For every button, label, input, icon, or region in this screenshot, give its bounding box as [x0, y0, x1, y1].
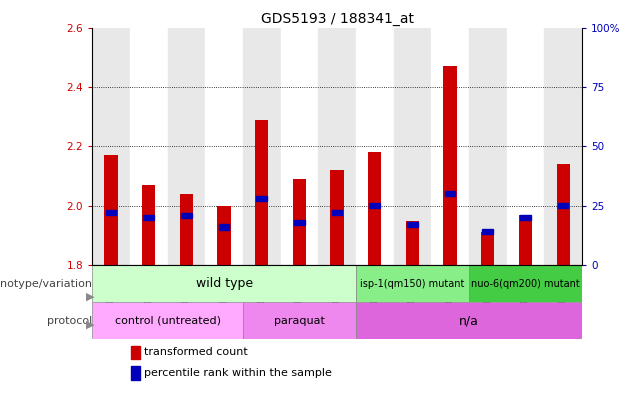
Bar: [219, 224, 230, 230]
Bar: [356, 28, 394, 265]
Bar: [469, 28, 507, 265]
Text: n/a: n/a: [459, 314, 479, 327]
Bar: [520, 215, 530, 220]
Bar: [92, 265, 356, 302]
Bar: [318, 28, 356, 265]
Bar: [181, 213, 191, 218]
Bar: [243, 28, 280, 265]
Bar: [507, 28, 544, 265]
Bar: [445, 191, 455, 196]
Bar: [294, 220, 305, 225]
Bar: [106, 210, 116, 215]
Text: nuo-6(qm200) mutant: nuo-6(qm200) mutant: [471, 279, 580, 288]
Bar: [483, 229, 493, 235]
Bar: [356, 265, 469, 302]
Bar: [256, 196, 267, 201]
Bar: [142, 185, 155, 265]
Text: transformed count: transformed count: [144, 347, 247, 358]
Bar: [104, 155, 118, 265]
Text: ▶: ▶: [86, 292, 94, 302]
Bar: [370, 203, 380, 208]
Bar: [144, 215, 154, 220]
Bar: [167, 28, 205, 265]
Bar: [243, 302, 356, 339]
Bar: [331, 170, 343, 265]
Text: wild type: wild type: [195, 277, 252, 290]
Bar: [293, 179, 306, 265]
Bar: [255, 119, 268, 265]
Bar: [394, 28, 431, 265]
Bar: [180, 194, 193, 265]
Bar: [558, 203, 569, 208]
Text: protocol: protocol: [47, 316, 93, 325]
Bar: [481, 232, 494, 265]
Text: control (untreated): control (untreated): [114, 316, 221, 325]
Bar: [280, 28, 318, 265]
Bar: [469, 265, 582, 302]
Bar: [356, 302, 582, 339]
Title: GDS5193 / 188341_at: GDS5193 / 188341_at: [261, 13, 413, 26]
Bar: [92, 302, 243, 339]
Bar: [368, 152, 382, 265]
Bar: [205, 28, 243, 265]
Bar: [132, 366, 140, 380]
Bar: [443, 66, 457, 265]
Bar: [406, 220, 419, 265]
Bar: [519, 215, 532, 265]
Text: percentile rank within the sample: percentile rank within the sample: [144, 368, 331, 378]
Bar: [544, 28, 582, 265]
Bar: [332, 210, 342, 215]
Bar: [218, 206, 231, 265]
Text: genotype/variation: genotype/variation: [0, 279, 93, 288]
Text: isp-1(qm150) mutant: isp-1(qm150) mutant: [360, 279, 465, 288]
Text: ▶: ▶: [86, 319, 94, 329]
Bar: [431, 28, 469, 265]
Text: paraquat: paraquat: [274, 316, 325, 325]
Bar: [132, 346, 140, 359]
Bar: [130, 28, 167, 265]
Bar: [556, 164, 570, 265]
Bar: [92, 28, 130, 265]
Bar: [407, 222, 418, 228]
